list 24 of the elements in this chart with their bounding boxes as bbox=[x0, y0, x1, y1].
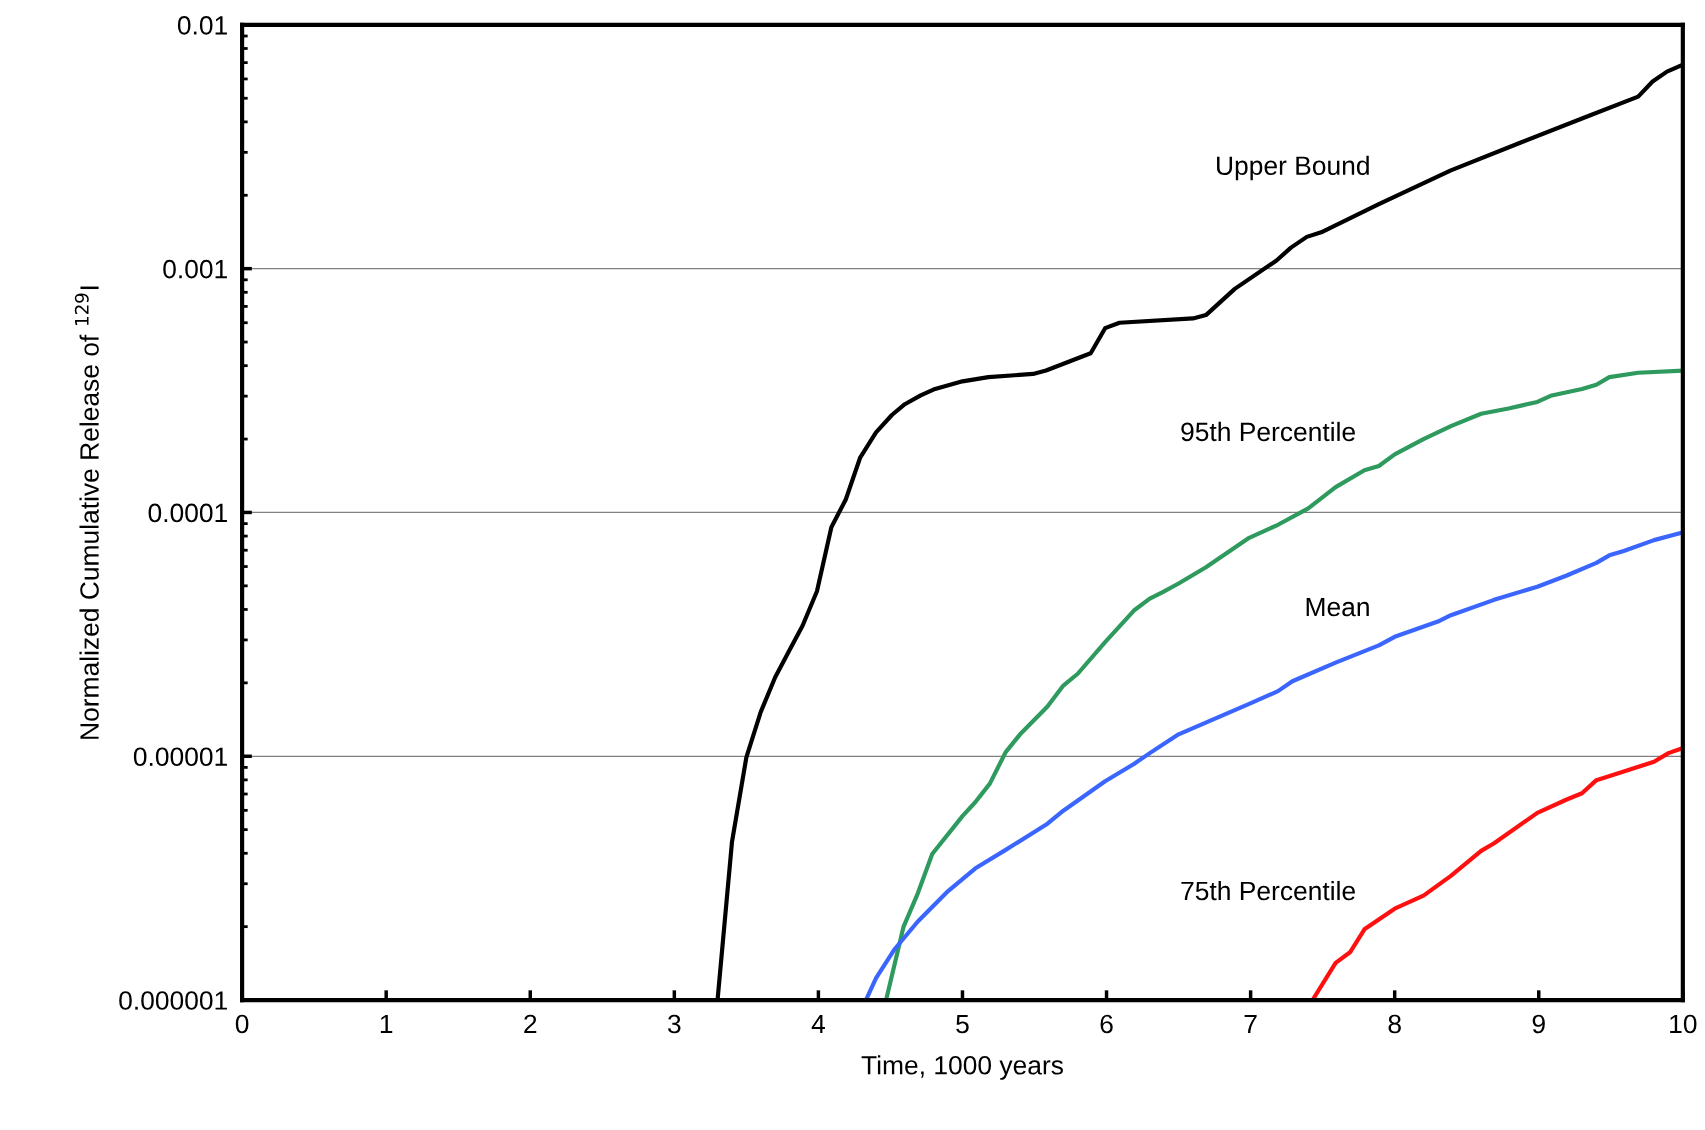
x-tick-label: 4 bbox=[811, 1014, 825, 1034]
x-tick-label: 7 bbox=[1244, 1014, 1257, 1034]
x-tick-label: 9 bbox=[1532, 1014, 1545, 1034]
x-tick-label: 8 bbox=[1388, 1014, 1401, 1034]
y-tick-label: 0.00001 bbox=[133, 747, 227, 767]
y-tick-label: 0.0001 bbox=[148, 503, 227, 523]
series-label: 95th Percentile bbox=[1181, 421, 1355, 442]
series-label: Mean bbox=[1306, 597, 1369, 617]
x-tick-label: 3 bbox=[668, 1014, 681, 1034]
y-tick-label: 0.01 bbox=[177, 15, 227, 35]
x-tick-label: 1 bbox=[380, 1014, 393, 1034]
line-series bbox=[884, 368, 1683, 1001]
x-tick-label: 0 bbox=[235, 1014, 249, 1034]
x-tick-label: 2 bbox=[524, 1014, 537, 1034]
x-tick-label: 6 bbox=[1100, 1014, 1113, 1034]
y-tick-label: 0.000001 bbox=[119, 991, 227, 1010]
y-tick-label: 0.001 bbox=[163, 259, 227, 279]
x-axis-title: Time, 1000 years bbox=[861, 1055, 1063, 1080]
x-tick-label: 5 bbox=[956, 1014, 969, 1034]
series-label: 75th Percentile bbox=[1181, 880, 1355, 901]
line-series bbox=[863, 530, 1683, 1001]
y-axis-title: Normalized Cumulative Release of $^{129}$I bbox=[74, 286, 99, 739]
x-tick-label: 10 bbox=[1670, 1014, 1697, 1034]
series-label: Upper Bound bbox=[1217, 155, 1369, 181]
